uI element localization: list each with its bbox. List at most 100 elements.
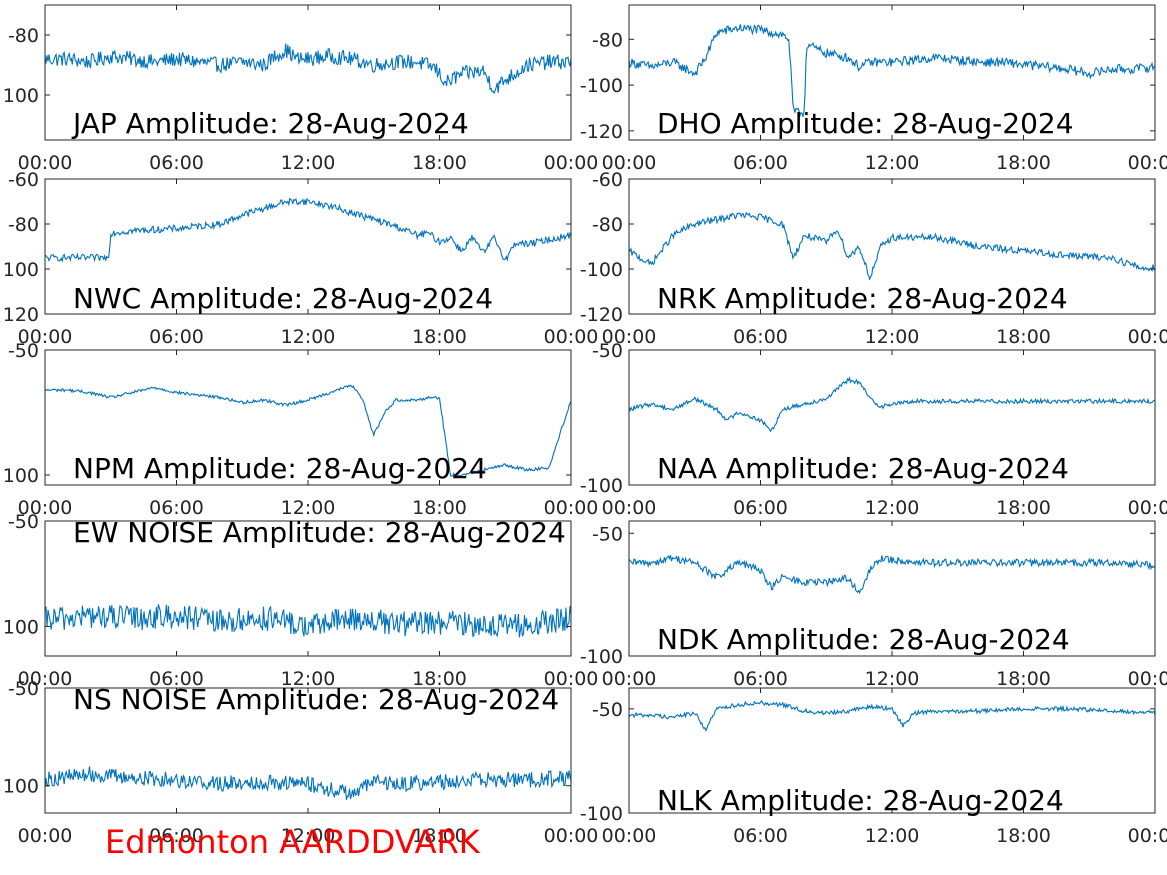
x-tick-label: 00:00 [1128, 668, 1167, 690]
panel-title: NLK Amplitude: 28-Aug-2024 [657, 784, 1064, 817]
y-tick-label: -100 [580, 646, 623, 668]
station-footer-title: Edmonton AARDDVARK [105, 823, 481, 861]
x-tick-label: 06:00 [149, 825, 204, 847]
panel-1: -80-100-12000:0006:0012:0018:0000:00DHO … [580, 4, 1167, 174]
x-tick-label: 06:00 [733, 497, 788, 519]
x-tick-label: 06:00 [149, 152, 204, 174]
series-line [45, 384, 571, 478]
x-tick-label: 00:00 [602, 668, 657, 690]
x-tick-label: 00:00 [18, 497, 73, 519]
x-tick-label: 00:00 [1128, 825, 1167, 847]
x-tick-label: 18:00 [412, 825, 467, 847]
x-tick-label: 00:00 [18, 326, 73, 348]
series-line [629, 699, 1155, 732]
y-tick-label: -60 [8, 169, 39, 191]
x-tick-label: 00:00 [18, 668, 73, 690]
y-tick-label: -100 [580, 803, 623, 825]
y-tick-label: 120 [3, 304, 39, 326]
y-tick-label: 100 [3, 259, 39, 281]
y-tick-label: 100 [3, 465, 39, 487]
x-tick-label: 12:00 [281, 326, 336, 348]
x-tick-label: 12:00 [281, 668, 336, 690]
x-tick-label: 12:00 [865, 825, 920, 847]
series-line [45, 604, 571, 638]
x-tick-label: 06:00 [149, 668, 204, 690]
y-tick-label: -100 [580, 259, 623, 281]
x-tick-label: 06:00 [733, 326, 788, 348]
x-tick-label: 06:00 [149, 326, 204, 348]
x-tick-label: 06:00 [733, 668, 788, 690]
x-tick-label: 18:00 [412, 326, 467, 348]
x-tick-label: 18:00 [996, 152, 1051, 174]
x-tick-label: 06:00 [149, 497, 204, 519]
panel-title: DHO Amplitude: 28-Aug-2024 [657, 107, 1074, 140]
series-line [629, 24, 1155, 118]
x-tick-label: 00:00 [602, 497, 657, 519]
x-tick-label: 18:00 [996, 326, 1051, 348]
series-line [629, 554, 1155, 595]
x-tick-label: 18:00 [996, 497, 1051, 519]
x-tick-label: 18:00 [412, 152, 467, 174]
x-tick-label: 18:00 [412, 497, 467, 519]
y-tick-label: -80 [592, 214, 623, 236]
x-tick-label: 00:00 [544, 152, 599, 174]
series-line [629, 211, 1155, 281]
y-tick-label: -50 [8, 511, 39, 533]
y-tick-label: -50 [592, 523, 623, 545]
x-tick-label: 18:00 [996, 668, 1051, 690]
panel-title: NDK Amplitude: 28-Aug-2024 [657, 623, 1070, 656]
y-tick-label: -80 [8, 25, 39, 47]
y-tick-label: -80 [8, 214, 39, 236]
x-tick-label: 00:00 [602, 152, 657, 174]
series-line [45, 197, 571, 264]
series-line [45, 766, 571, 800]
panel-title: EW NOISE Amplitude: 28-Aug-2024 [73, 516, 566, 549]
x-tick-label: 00:00 [1128, 497, 1167, 519]
x-tick-label: 00:00 [1128, 152, 1167, 174]
x-tick-label: 00:00 [544, 668, 599, 690]
x-tick-label: 12:00 [281, 152, 336, 174]
y-tick-label: -50 [592, 340, 623, 362]
x-tick-label: 12:00 [865, 497, 920, 519]
x-tick-label: 00:00 [544, 326, 599, 348]
panel-0: -80 100 00:00 06:00 12:00 18:00 00:00 JAP Ampli… [3, 4, 599, 174]
chart-panels: -80 100 00:00 06:00 12:00 18:00 00:00 JAP Ampli… [3, 4, 1167, 847]
y-tick-label: 100 [3, 616, 39, 638]
x-tick-label: 00:00 [1128, 326, 1167, 348]
x-tick-label: 00:00 [544, 825, 599, 847]
y-tick-label: -50 [592, 699, 623, 721]
x-tick-label: 18:00 [996, 825, 1051, 847]
x-tick-label: 00:00 [18, 825, 73, 847]
panel-title: NWC Amplitude: 28-Aug-2024 [73, 282, 493, 315]
panel-title: NPM Amplitude: 28-Aug-2024 [73, 452, 487, 485]
y-tick-label: 100 [3, 776, 39, 798]
panel-title: JAP Amplitude: 28-Aug-2024 [71, 107, 469, 140]
y-tick-label: -50 [8, 340, 39, 362]
y-tick-label: -100 [580, 75, 623, 97]
y-tick-label: -60 [592, 169, 623, 191]
x-tick-label: 06:00 [733, 825, 788, 847]
x-tick-label: 12:00 [865, 668, 920, 690]
x-tick-label: 06:00 [733, 152, 788, 174]
x-tick-label: 00:00 [18, 152, 73, 174]
y-tick-label: -120 [580, 121, 623, 143]
series-line [629, 376, 1155, 433]
panel-3: -60-80-100-12000:0006:0012:0018:0000:00N… [580, 169, 1167, 348]
x-tick-label: 00:00 [602, 326, 657, 348]
x-tick-label: 12:00 [281, 497, 336, 519]
y-tick-label: -100 [580, 475, 623, 497]
panel-title: NRK Amplitude: 28-Aug-2024 [657, 282, 1068, 315]
x-tick-label: 12:00 [865, 152, 920, 174]
x-tick-label: 12:00 [865, 326, 920, 348]
x-tick-label: 00:00 [602, 825, 657, 847]
series-line [45, 43, 571, 95]
panel-title: NS NOISE Amplitude: 28-Aug-2024 [73, 683, 559, 716]
panel-8: -50 100 00:00 06:00 12:00 18:00 00:00 NS NOISE … [3, 678, 599, 847]
x-tick-label: 00:00 [544, 497, 599, 519]
